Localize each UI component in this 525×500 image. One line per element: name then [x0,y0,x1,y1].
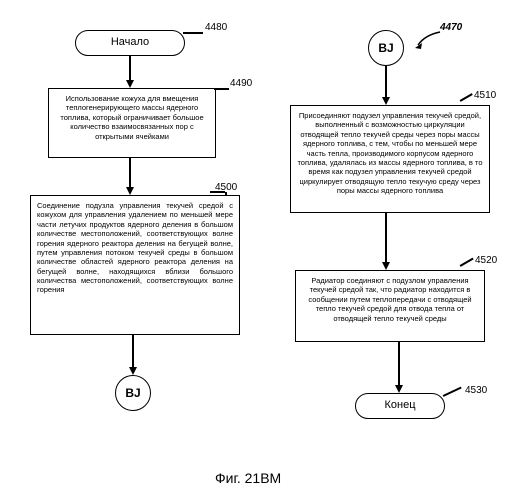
ref-4470: 4470 [440,22,462,33]
ref-4480: 4480 [205,22,227,33]
start-terminal: Начало [75,30,185,56]
connector-bj-top: BJ [368,30,404,66]
bj2-label: BJ [378,41,393,55]
arrowhead-4520-end [395,385,403,393]
end-label: Конец [384,399,415,413]
arrowhead-bj-4510 [382,97,390,105]
text-4510: Присоединяют подузел управления текучей … [297,111,482,195]
arrowhead-start-4490 [126,80,134,88]
arrowhead-4500-bj [129,367,137,375]
figure-caption: Фиг. 21BM [215,470,281,486]
bj1-label: BJ [125,386,140,400]
arrowhead-4510-4520 [382,262,390,270]
ref-4530: 4530 [465,385,487,396]
leader-4490 [214,88,229,90]
arrow-4520-end [398,342,400,385]
process-4520: Радиатор соединяют с подузлом управления… [295,270,485,342]
leader-4480 [183,32,203,34]
leader-4500h [210,191,225,193]
process-4500: Соединение подузла управления текучей ср… [30,195,240,335]
arrowhead-4490-4500 [126,187,134,195]
process-4510: Присоединяют подузел управления текучей … [290,105,490,213]
ref-4470-arrow [415,30,443,50]
end-terminal: Конец [355,393,445,419]
ref-4490: 4490 [230,78,252,89]
arrow-4490-4500 [129,158,131,187]
arrow-start-4490 [129,56,131,80]
text-4490: Использование кожуха для вмещения теплог… [60,94,203,141]
ref-4510: 4510 [474,90,496,101]
arrow-4510-4520 [385,213,387,262]
leader-4500 [225,192,227,196]
start-label: Начало [111,36,149,50]
leader-4510 [460,93,473,101]
text-4520: Радиатор соединяют с подузлом управления… [308,276,471,323]
text-4500: Соединение подузла управления текучей ср… [37,201,233,294]
leader-4530 [443,387,462,397]
arrow-bj-4510 [385,66,387,97]
process-4490: Использование кожуха для вмещения теплог… [48,88,216,158]
ref-4520: 4520 [475,255,497,266]
leader-4520 [460,258,474,267]
arrow-4500-bj [132,335,134,367]
connector-bj-bottom: BJ [115,375,151,411]
